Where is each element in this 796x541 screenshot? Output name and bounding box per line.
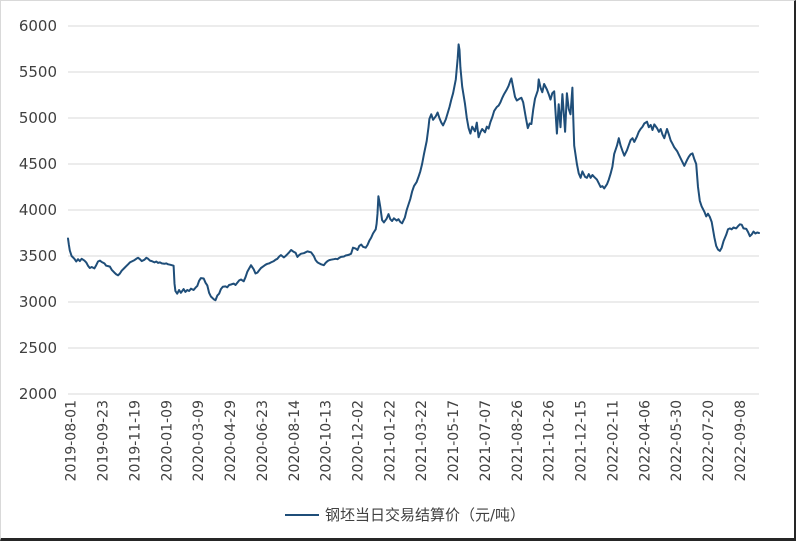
x-tick-label: 2020-08-14	[287, 400, 303, 481]
legend-label: 钢坯当日交易结算价（元/吨）	[325, 506, 525, 524]
price-line-series	[67, 43, 760, 302]
y-tick-label: 2500	[19, 339, 57, 357]
x-tick-label: 2022-04-06	[637, 400, 653, 481]
x-tick-label: 2020-10-13	[319, 400, 335, 481]
x-tick-label: 2020-03-09	[191, 400, 207, 481]
x-tick-label: 2020-01-09	[159, 400, 175, 481]
gridlines	[68, 25, 759, 395]
y-tick-label: 6000	[19, 17, 57, 35]
x-tick-label: 2022-07-20	[701, 400, 717, 481]
x-tick-label: 2020-04-29	[223, 400, 239, 481]
x-tick-label: 2020-12-02	[351, 400, 367, 481]
legend: 钢坯当日交易结算价（元/吨）	[285, 506, 525, 524]
y-tick-label: 2000	[19, 385, 57, 403]
x-tick-label: 2022-05-30	[669, 400, 685, 481]
x-tick-label: 2022-09-08	[733, 400, 749, 481]
y-tick-label: 3500	[19, 247, 57, 265]
x-tick-label: 2021-01-22	[382, 400, 398, 481]
y-axis-labels: 2000 2500 3000 3500 4000 4500 5000 5500 6000	[19, 17, 57, 403]
x-tick-label: 2021-12-15	[574, 400, 590, 481]
x-axis-labels: 2019-08-01 2019-09-23 2019-11-19 2020-01-09…	[64, 400, 749, 481]
y-tick-label: 5000	[19, 109, 57, 127]
y-tick-label: 3000	[19, 293, 57, 311]
x-tick-label: 2021-03-22	[414, 400, 430, 481]
y-tick-label: 5500	[19, 63, 57, 81]
x-tick-label: 2021-10-26	[542, 400, 558, 481]
x-tick-label: 2019-09-23	[96, 400, 112, 481]
x-tick-label: 2020-06-23	[255, 400, 271, 481]
y-tick-label: 4500	[19, 155, 57, 173]
x-tick-label: 2019-08-01	[64, 400, 80, 481]
y-tick-label: 4000	[19, 201, 57, 219]
x-tick-label: 2021-07-07	[478, 400, 494, 481]
x-tick-label: 2019-11-19	[127, 400, 143, 481]
x-tick-label: 2021-08-26	[510, 400, 526, 481]
x-tick-label: 2022-02-11	[605, 400, 621, 481]
series-line	[67, 43, 760, 302]
x-tick-label: 2021-05-17	[446, 400, 462, 481]
